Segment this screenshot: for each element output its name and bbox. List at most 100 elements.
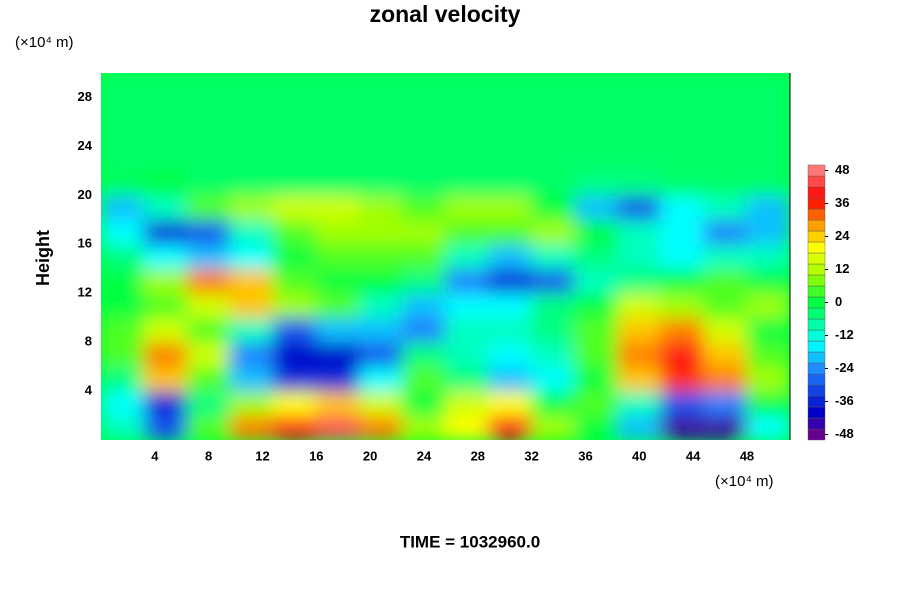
heat-cell [488, 73, 533, 98]
x-unit: (×10⁴ m) [715, 473, 774, 490]
heat-cell [101, 317, 145, 343]
heat-cell [746, 73, 790, 98]
heat-cell [101, 415, 145, 440]
heat-cell [746, 415, 790, 440]
heat-cell [660, 415, 705, 440]
heat-cell [445, 145, 490, 172]
heat-cell [703, 96, 748, 123]
heat-cell [531, 96, 576, 123]
heat-cell [531, 341, 576, 368]
heat-cell [746, 170, 790, 196]
heat-cell [143, 145, 188, 172]
heat-cell [358, 415, 403, 440]
heat-cell [315, 170, 360, 196]
colorbar-band [807, 219, 826, 232]
heatmap-cells [101, 73, 790, 440]
heat-cell [358, 145, 403, 172]
heat-cell [143, 341, 188, 368]
heat-cell [229, 96, 274, 123]
heat-cell [401, 268, 446, 294]
heat-cell [401, 243, 446, 270]
y-unit: (×10⁴ m) [15, 34, 74, 51]
heat-cell [574, 366, 619, 392]
heat-cell [531, 268, 576, 294]
colorbar-tick-label: 36 [835, 195, 849, 210]
heat-cell [143, 366, 188, 392]
colorbar-band [807, 274, 826, 287]
heat-cell [315, 292, 360, 319]
heat-cell [101, 243, 145, 270]
heat-cell [574, 194, 619, 221]
heat-cell [660, 341, 705, 368]
heat-cell [445, 390, 490, 417]
heat-cell [358, 121, 403, 147]
heat-cell [617, 341, 662, 368]
heat-cell [617, 366, 662, 392]
heat-cell [101, 219, 145, 245]
heat-cell [315, 121, 360, 147]
heat-cell [272, 145, 317, 172]
heat-cell [229, 390, 274, 417]
heat-cell [401, 366, 446, 392]
colorbar-tick-label: 0 [835, 294, 842, 309]
chart-title: zonal velocity [370, 1, 521, 27]
heat-cell [143, 292, 188, 319]
heat-cell [531, 243, 576, 270]
heat-cell [746, 317, 790, 343]
heat-cell [445, 170, 490, 196]
x-tick-label: 8 [205, 448, 212, 463]
heat-cell [488, 268, 533, 294]
y-tick-label: 16 [78, 236, 92, 251]
heat-cell [531, 292, 576, 319]
heat-cell [229, 73, 274, 98]
heat-cell [186, 415, 231, 440]
colorbar-band [807, 296, 826, 309]
heat-cell [229, 219, 274, 245]
heat-cell [488, 366, 533, 392]
heat-cell [401, 415, 446, 440]
colorbar-band [807, 373, 826, 386]
x-tick-label: 44 [686, 448, 701, 463]
heat-cell [617, 194, 662, 221]
heat-cell [272, 96, 317, 123]
heat-cell [488, 145, 533, 172]
heat-cell [531, 366, 576, 392]
colorbar-band [807, 285, 826, 298]
heat-cell [401, 73, 446, 98]
x-tick-label: 40 [632, 448, 646, 463]
heat-cell [574, 145, 619, 172]
heat-cell [401, 145, 446, 172]
colorbar-band [807, 241, 826, 254]
heat-cell [229, 292, 274, 319]
heat-cell [186, 292, 231, 319]
heat-cell [143, 73, 188, 98]
heat-cell [101, 268, 145, 294]
heat-cell [401, 121, 446, 147]
heat-cell [315, 366, 360, 392]
heat-cell [703, 73, 748, 98]
heat-cell [617, 390, 662, 417]
heat-cell [574, 268, 619, 294]
heat-cell [617, 121, 662, 147]
heat-cell [488, 121, 533, 147]
heat-cell [229, 366, 274, 392]
heat-cell [617, 415, 662, 440]
heat-cell [143, 96, 188, 123]
heat-cell [186, 243, 231, 270]
heat-cell [574, 121, 619, 147]
colorbar-band [807, 395, 826, 408]
colorbar-tick-label: -24 [835, 360, 855, 375]
colorbar-tick-label: 24 [835, 228, 850, 243]
heat-cell [315, 73, 360, 98]
heat-cell [143, 415, 188, 440]
heat-cell [358, 317, 403, 343]
heatmap [101, 73, 790, 440]
heat-cell [272, 341, 317, 368]
heat-cell [703, 317, 748, 343]
heat-cell [703, 341, 748, 368]
heat-cell [272, 268, 317, 294]
heat-cell [272, 194, 317, 221]
colorbar-band [807, 340, 826, 353]
heat-cell [617, 243, 662, 270]
y-axis-label: Height [33, 230, 53, 286]
